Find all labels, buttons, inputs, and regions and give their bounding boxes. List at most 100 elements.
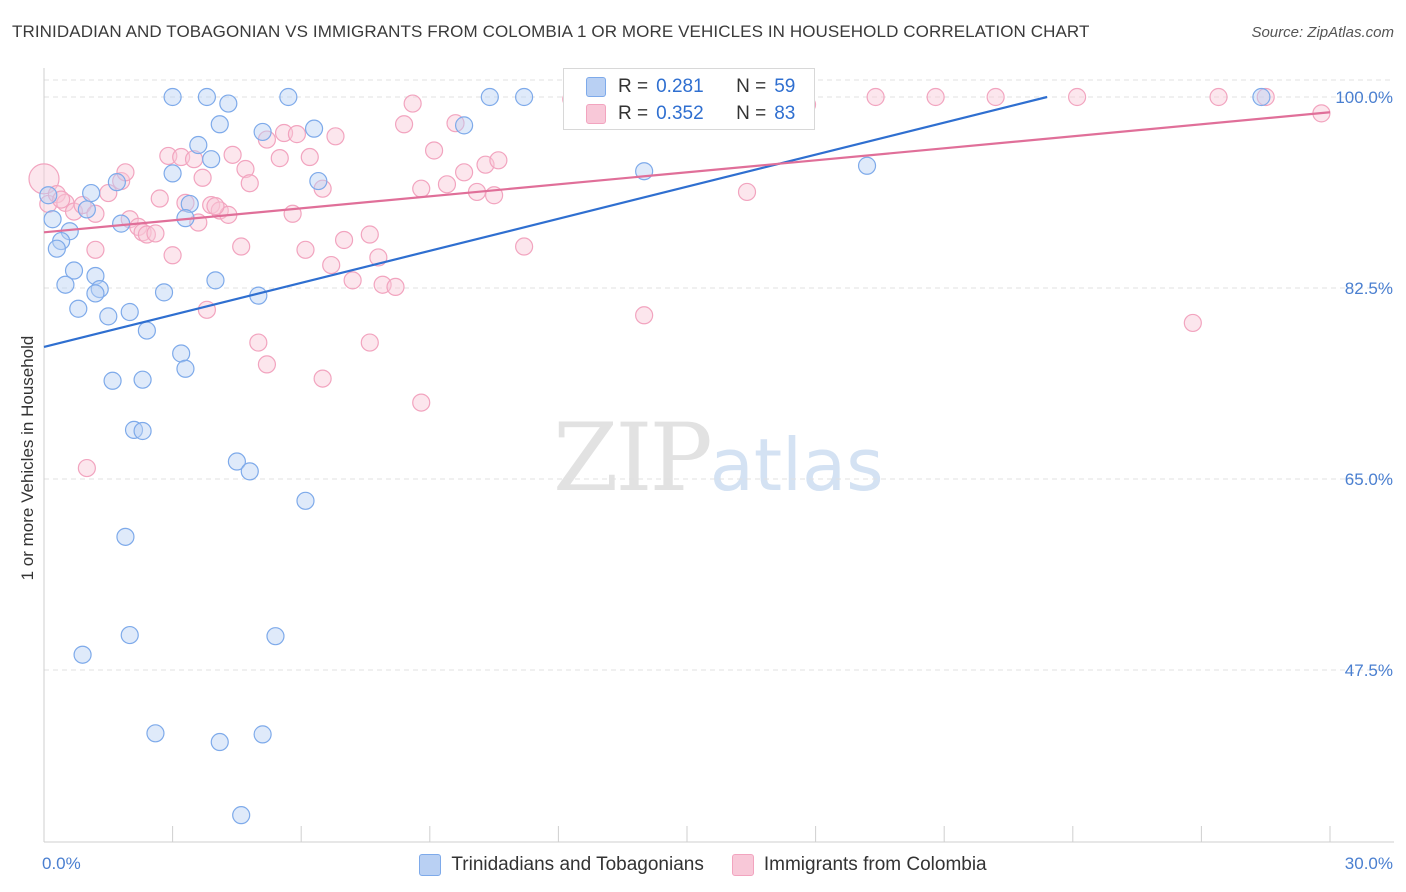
y-tick-label: 47.5% (1345, 661, 1393, 680)
series-layer (28, 87, 1331, 825)
data-point (489, 151, 508, 170)
data-point (210, 115, 229, 134)
data-point (1209, 87, 1228, 107)
data-point (296, 240, 315, 259)
data-point (133, 421, 152, 441)
data-point (77, 200, 96, 219)
data-point (86, 240, 105, 259)
r-value-series-2: 0.352 (656, 103, 704, 124)
data-point (150, 189, 169, 208)
data-point (313, 369, 332, 388)
data-point (274, 123, 294, 143)
legend-swatch-series-1 (419, 854, 442, 876)
data-point (227, 452, 246, 471)
data-point (437, 175, 457, 194)
data-point (137, 321, 156, 340)
data-point (86, 204, 105, 223)
data-point (412, 179, 431, 198)
data-point (120, 302, 139, 322)
legend-swatch-series-1 (586, 77, 606, 97)
y-tick-label: 65.0% (1345, 470, 1393, 489)
data-point (287, 125, 307, 144)
data-point (77, 458, 96, 478)
data-point (232, 237, 251, 256)
data-point (39, 186, 58, 205)
data-point (219, 94, 238, 113)
data-point (206, 197, 225, 216)
data-point (240, 174, 259, 193)
data-point (146, 724, 165, 743)
legend-item-series-1[interactable]: Trinidadians and Tobagonians (419, 854, 704, 876)
data-point (322, 255, 341, 275)
data-point (43, 210, 62, 229)
data-point (515, 87, 534, 107)
data-point (197, 87, 216, 107)
y-tick-label: 82.5% (1345, 279, 1393, 298)
data-point (480, 87, 499, 107)
y-tick-label: 100.0% (1335, 88, 1393, 107)
data-point (107, 173, 126, 192)
data-point (116, 527, 135, 546)
data-point (986, 87, 1005, 107)
data-point (47, 239, 66, 258)
data-point (120, 625, 139, 645)
data-point (73, 645, 92, 664)
data-point (206, 271, 225, 290)
data-point (172, 344, 191, 363)
data-point (343, 271, 362, 290)
data-point (304, 119, 324, 138)
data-point (163, 164, 182, 183)
n-label: N = (736, 103, 767, 124)
data-point (737, 182, 757, 202)
data-point (154, 283, 174, 302)
data-point (163, 87, 182, 107)
legend-swatch-series-2 (731, 854, 754, 876)
legend-swatch-series-2 (586, 104, 606, 124)
data-point (257, 355, 277, 374)
data-point (146, 224, 165, 243)
data-point (296, 491, 315, 510)
data-point (1252, 87, 1271, 107)
data-point (454, 116, 474, 135)
x-tick-label: 0.0% (42, 854, 81, 873)
data-point (99, 307, 118, 326)
n-label: N = (736, 76, 767, 97)
data-point (279, 87, 298, 107)
data-point (515, 237, 534, 256)
data-point (926, 87, 945, 107)
trend-layer (43, 95, 1331, 349)
n-value-series-2: 83 (774, 103, 796, 124)
data-point (64, 261, 84, 280)
data-point (300, 147, 319, 167)
legend-label-series-1: Trinidadians and Tobagonians (451, 854, 704, 875)
n-value-series-1: 59 (774, 76, 796, 97)
data-point (394, 115, 414, 134)
data-point (223, 145, 242, 164)
data-point (326, 127, 345, 146)
data-point (309, 171, 328, 191)
legend-item-series-2[interactable]: Immigrants from Colombia (731, 854, 987, 876)
data-point (403, 94, 422, 113)
watermark-zip: ZIP (553, 404, 713, 513)
data-point (232, 806, 251, 825)
data-point (253, 122, 272, 142)
data-point (1183, 313, 1202, 333)
data-point (210, 732, 229, 752)
data-point (69, 299, 88, 318)
data-point (28, 163, 60, 195)
data-point (635, 306, 654, 325)
data-point (176, 359, 195, 378)
data-point (249, 333, 268, 352)
data-point (857, 156, 877, 175)
data-point (266, 627, 285, 646)
data-point (180, 194, 199, 214)
r-label: R = (618, 103, 649, 124)
series-1-points (39, 87, 1271, 825)
data-point (1256, 87, 1275, 107)
tick-labels: 47.5% 65.0% 82.5% 100.0% 0.0% 30.0% (42, 88, 1393, 873)
data-point (56, 275, 75, 294)
data-point (240, 462, 259, 481)
data-point (193, 168, 212, 187)
data-point (86, 284, 105, 303)
